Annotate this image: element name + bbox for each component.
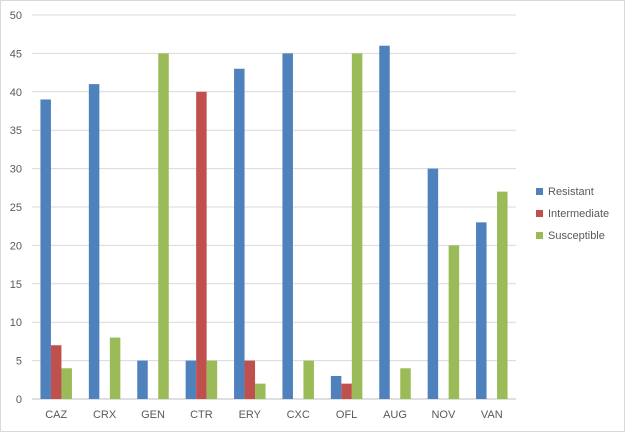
y-tick-label: 25: [10, 202, 22, 214]
legend-label: Resistant: [548, 186, 594, 198]
bar-intermediate-ctr: [196, 91, 207, 400]
gridlines: [32, 14, 516, 400]
bar-resistant-ctr: [185, 360, 197, 399]
bar-susceptible-crx: [109, 337, 121, 399]
bar-susceptible-ofl: [351, 53, 363, 400]
bar-susceptible-nov: [448, 245, 460, 399]
x-tick-label: ERY: [239, 409, 262, 421]
y-tick-label: 0: [16, 394, 22, 406]
y-tick-label: 50: [10, 10, 22, 22]
legend-swatch: [536, 232, 543, 239]
y-tick-label: 40: [10, 87, 22, 99]
x-tick-label: NOV: [431, 409, 456, 421]
y-axis-ticks: 0 5 10 15 20 25 30 35 40 45 50: [10, 10, 22, 406]
bar-resistant-van: [476, 222, 487, 399]
y-tick-label: 10: [10, 317, 22, 329]
bar-susceptible-aug: [400, 368, 411, 399]
x-tick-label: CAZ: [45, 409, 67, 421]
bar-resistant-ery: [234, 68, 245, 399]
x-tick-label: AUG: [383, 409, 407, 421]
bars: [40, 45, 508, 400]
bar-susceptible-gen: [158, 53, 169, 400]
y-tick-label: 45: [10, 48, 22, 60]
legend-label: Intermediate: [548, 208, 609, 220]
bar-resistant-caz: [40, 99, 51, 399]
legend-swatch: [536, 188, 543, 195]
x-tick-label: CTR: [190, 409, 213, 421]
legend: Resistant Intermediate Susceptible: [536, 186, 609, 242]
bar-susceptible-ctr: [206, 360, 218, 399]
bar-resistant-nov: [427, 168, 439, 399]
bar-resistant-crx: [88, 84, 100, 400]
y-tick-label: 35: [10, 125, 22, 137]
x-axis-ticks: CAZ CRX GEN CTR ERY CXC OFL AUG NOV VAN: [45, 409, 503, 421]
x-tick-label: GEN: [141, 409, 165, 421]
x-tick-label: VAN: [481, 409, 503, 421]
bar-susceptible-ery: [255, 383, 266, 399]
y-tick-label: 30: [10, 164, 22, 176]
x-tick-label: CRX: [93, 409, 117, 421]
y-tick-label: 15: [10, 279, 22, 291]
y-tick-label: 5: [16, 356, 22, 368]
bar-intermediate-caz: [50, 345, 62, 399]
bar-susceptible-caz: [61, 368, 72, 399]
bar-susceptible-cxc: [303, 360, 314, 399]
x-tick-label: OFL: [336, 409, 357, 421]
legend-label: Susceptible: [548, 230, 605, 242]
x-tick-label: CXC: [287, 409, 310, 421]
y-tick-label: 20: [10, 240, 22, 252]
bar-intermediate-ery: [244, 360, 256, 399]
bar-resistant-ofl: [330, 375, 342, 399]
bar-resistant-cxc: [282, 53, 293, 400]
bar-resistant-aug: [379, 45, 390, 399]
bar-resistant-gen: [137, 360, 148, 399]
bar-susceptible-van: [497, 191, 508, 399]
legend-swatch: [536, 210, 543, 217]
bar-intermediate-ofl: [341, 383, 352, 399]
